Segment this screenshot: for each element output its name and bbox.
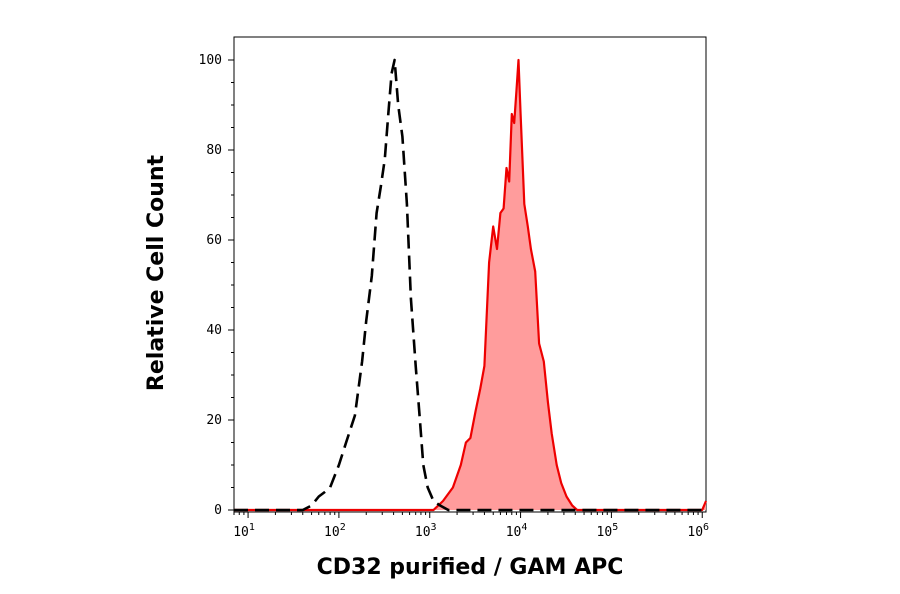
series-layer (234, 58, 708, 512)
dashed-histogram-line (234, 58, 706, 512)
y-tick-label: 80 (206, 143, 222, 158)
x-tick-label: 104 (506, 522, 528, 540)
x-tick-label: 102 (324, 522, 346, 540)
y-axis-title: Relative Cell Count (144, 154, 169, 391)
y-tick-label: 0 (214, 503, 222, 518)
x-tick-label: 106 (687, 522, 709, 540)
x-tick-label: 103 (415, 522, 437, 540)
filled-histogram-area (234, 60, 706, 510)
x-tick-label: 105 (597, 522, 619, 540)
y-tick-label: 20 (206, 413, 222, 428)
y-tick-label: 40 (206, 323, 222, 338)
x-axis-title: CD32 purified / GAM APC (317, 555, 624, 580)
y-tick-label: 100 (199, 53, 222, 68)
axis-layer: 0 20 40 60 80 100 101 102 103 104 105 106 (199, 53, 710, 540)
y-tick-label: 60 (206, 233, 222, 248)
filled-histogram-outline (234, 58, 708, 512)
plot-frame (233, 36, 707, 513)
x-tick-label: 101 (233, 522, 255, 540)
